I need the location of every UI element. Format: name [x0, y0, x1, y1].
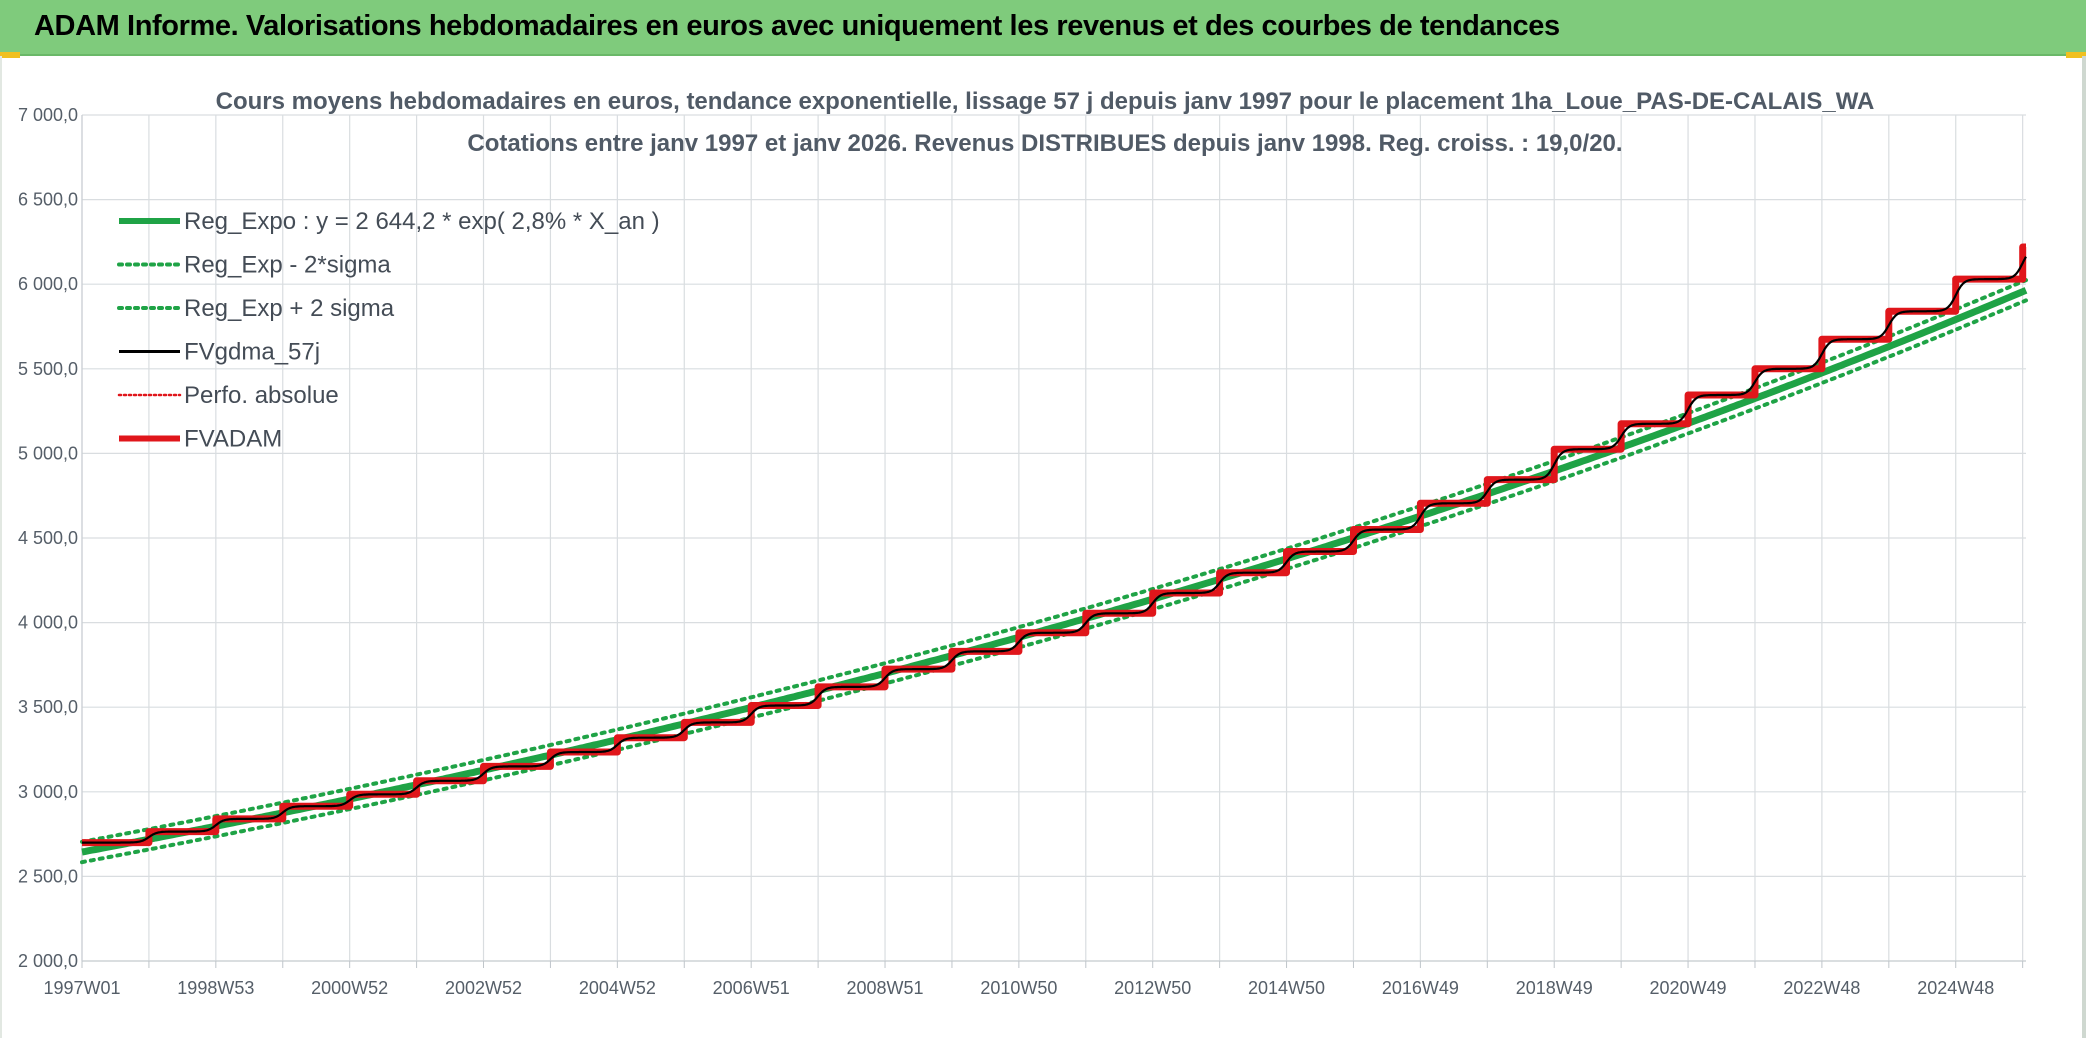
x-tick-label: 1998W53	[177, 978, 254, 998]
legend-label: Reg_Expo : y = 2 644,2 * exp( 2,8% * X_a…	[184, 208, 660, 235]
legend-item-fvgdma: FVgdma_57j	[119, 339, 320, 366]
series-perfo-absolue	[82, 246, 2026, 844]
legend-label: FVgdma_57j	[184, 339, 320, 366]
legend-item-reg-exp-plus: Reg_Exp + 2 sigma	[117, 295, 395, 322]
page-title: ADAM Informe. Valorisations hebdomadaire…	[34, 10, 1560, 42]
y-tick-label: 6 000,0	[18, 274, 78, 294]
y-tick-label: 5 500,0	[18, 359, 78, 379]
series-reg-exp-plus-2sigma	[80, 278, 2028, 844]
chart-title-block: Cours moyens hebdomadaires en euros, ten…	[216, 88, 1875, 157]
y-tick-label: 6 500,0	[18, 190, 78, 210]
header-accent-right	[2066, 52, 2086, 58]
y-tick-label: 3 000,0	[18, 782, 78, 802]
header-bar: ADAM Informe. Valorisations hebdomadaire…	[0, 0, 2086, 56]
x-tick-label: 2010W50	[980, 978, 1057, 998]
frame-left-border	[0, 56, 2, 1038]
y-tick-label: 3 500,0	[18, 697, 78, 717]
axis-layer: 2 000,0 2 500,0 3 000,0 3 500,0 4 000,0 4 500…	[18, 105, 2024, 998]
legend-label: Perfo. absolue	[184, 382, 339, 409]
legend: Reg_Expo : y = 2 644,2 * exp( 2,8% * X_a…	[117, 208, 660, 453]
legend-label: Reg_Exp - 2*sigma	[184, 252, 391, 279]
x-tick-label: 1997W01	[43, 978, 120, 998]
y-tick-label: 2 500,0	[18, 866, 78, 886]
legend-item-reg-expo: Reg_Expo : y = 2 644,2 * exp( 2,8% * X_a…	[119, 208, 660, 235]
x-tick-label: 2022W48	[1783, 978, 1860, 998]
chart-title-line2: Cotations entre janv 1997 et janv 2026. …	[467, 130, 1622, 157]
series-fvadam	[82, 243, 2027, 847]
legend-label: FVADAM	[184, 426, 282, 453]
legend-item-reg-exp-minus: Reg_Exp - 2*sigma	[117, 252, 391, 279]
y-tick-label: 7 000,0	[18, 105, 78, 125]
x-tick-label: 2014W50	[1248, 978, 1325, 998]
x-tick-label: 2012W50	[1114, 978, 1191, 998]
legend-item-fvadam: FVADAM	[119, 426, 282, 453]
frame-right-border	[2082, 56, 2086, 1038]
y-tick-label: 5 000,0	[18, 443, 78, 463]
grid-layer	[81, 114, 2026, 962]
x-tick-label: 2016W49	[1382, 978, 1459, 998]
x-tick-label: 2020W49	[1650, 978, 1727, 998]
chart-title-line1: Cours moyens hebdomadaires en euros, ten…	[216, 88, 1875, 115]
x-tick-label: 2008W51	[846, 978, 923, 998]
legend-item-perfo: Perfo. absolue	[117, 382, 339, 409]
x-tick-label: 2004W52	[579, 978, 656, 998]
x-tick-label: 2018W49	[1516, 978, 1593, 998]
series-reg-expo	[81, 287, 2028, 856]
header-accent-left	[0, 52, 20, 58]
x-tick-label: 2024W48	[1917, 978, 1994, 998]
y-tick-label: 2 000,0	[18, 951, 78, 971]
legend-label: Reg_Exp + 2 sigma	[184, 295, 395, 322]
series-layer	[80, 243, 2028, 865]
x-tick-label: 2002W52	[445, 978, 522, 998]
x-tick-label: 2006W51	[713, 978, 790, 998]
series-fvgdma-57j	[82, 256, 2027, 844]
series-reg-exp-minus-2sigma	[80, 298, 2028, 865]
y-tick-label: 4 000,0	[18, 613, 78, 633]
x-tick-label: 2000W52	[311, 978, 388, 998]
y-tick-label: 4 500,0	[18, 528, 78, 548]
